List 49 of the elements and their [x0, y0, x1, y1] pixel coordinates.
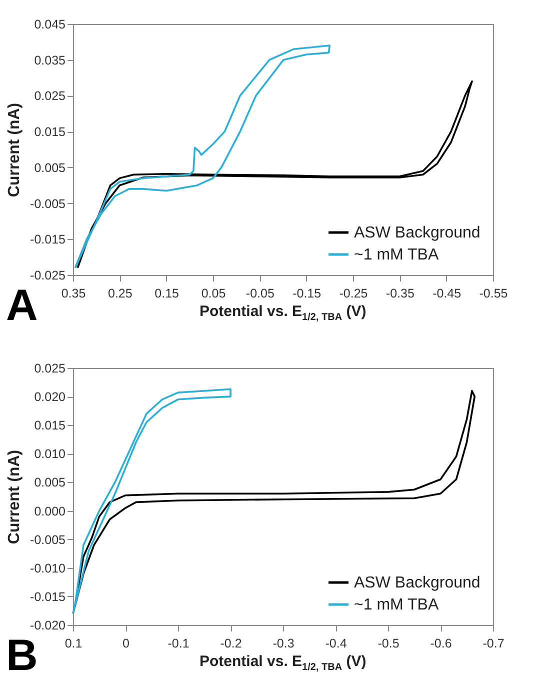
y-tick-label: 0.035	[34, 53, 66, 68]
x-tick-label: -0.2	[220, 636, 242, 650]
x-tick-label: -0.4	[325, 636, 347, 650]
x-tick-label: -0.25	[339, 286, 368, 300]
y-tick-label: 0.005	[34, 160, 66, 175]
x-tick-label: -0.7	[482, 636, 504, 650]
y-tick-label: -0.010	[30, 561, 66, 576]
x-axis-title: Potential vs. E$_{1/2, TBA}$ (V)	[200, 303, 366, 323]
legend-label: ~1 mM TBA	[354, 246, 439, 264]
y-tick-label: -0.005	[30, 532, 66, 547]
x-tick-label: -0.1	[168, 636, 190, 650]
y-tick-label: -0.015	[30, 232, 66, 247]
y-tick-label: 0.025	[34, 362, 66, 376]
y-tick-label: 0.010	[34, 447, 66, 462]
y-tick-label: 0.020	[34, 390, 66, 404]
line-series	[72, 388, 232, 614]
y-tick-label: -0.015	[30, 590, 66, 604]
y-tick-label: 0.015	[34, 418, 66, 433]
x-tick-label: -0.35	[386, 286, 414, 300]
x-tick-label: -0.45	[432, 286, 462, 300]
y-tick-label: -0.005	[30, 196, 66, 211]
y-axis-title: Current (nA)	[6, 450, 24, 544]
y-tick-label: 0.025	[34, 89, 66, 104]
x-tick-label: 0.25	[108, 286, 132, 300]
y-tick-label: 0.000	[34, 504, 66, 518]
x-tick-label: 0.05	[201, 286, 226, 300]
y-tick-label: 0.005	[34, 476, 66, 490]
y-tick-label: -0.020	[30, 618, 66, 632]
text: A	[6, 281, 38, 331]
y-tick-label: -0.025	[30, 268, 66, 282]
y-axis-title: Current (nA)	[6, 102, 24, 198]
y-tick-label: 0.015	[34, 125, 66, 140]
text: B	[6, 631, 38, 681]
legend-label: ASW Background	[354, 224, 480, 242]
x-axis-title: Potential vs. E$_{1/2, TBA}$ (V)	[200, 653, 366, 673]
line-series	[74, 44, 331, 269]
x-tick-label: 0.35	[61, 286, 86, 300]
x-tick-label: -0.15	[292, 286, 322, 300]
x-tick-label: 0	[122, 636, 130, 650]
x-tick-label: -0.6	[430, 636, 452, 650]
x-tick-label: -0.55	[479, 286, 508, 300]
x-tick-label: -0.5	[378, 636, 400, 650]
x-tick-label: 0.1	[64, 636, 82, 650]
legend-label: ASW Background	[354, 574, 480, 592]
x-tick-label: -0.3	[272, 636, 294, 650]
x-tick-label: 0.15	[154, 286, 180, 300]
legend-label: ~1 mM TBA	[354, 596, 439, 614]
x-tick-label: -0.05	[246, 286, 274, 300]
y-tick-label: 0.045	[34, 18, 66, 32]
